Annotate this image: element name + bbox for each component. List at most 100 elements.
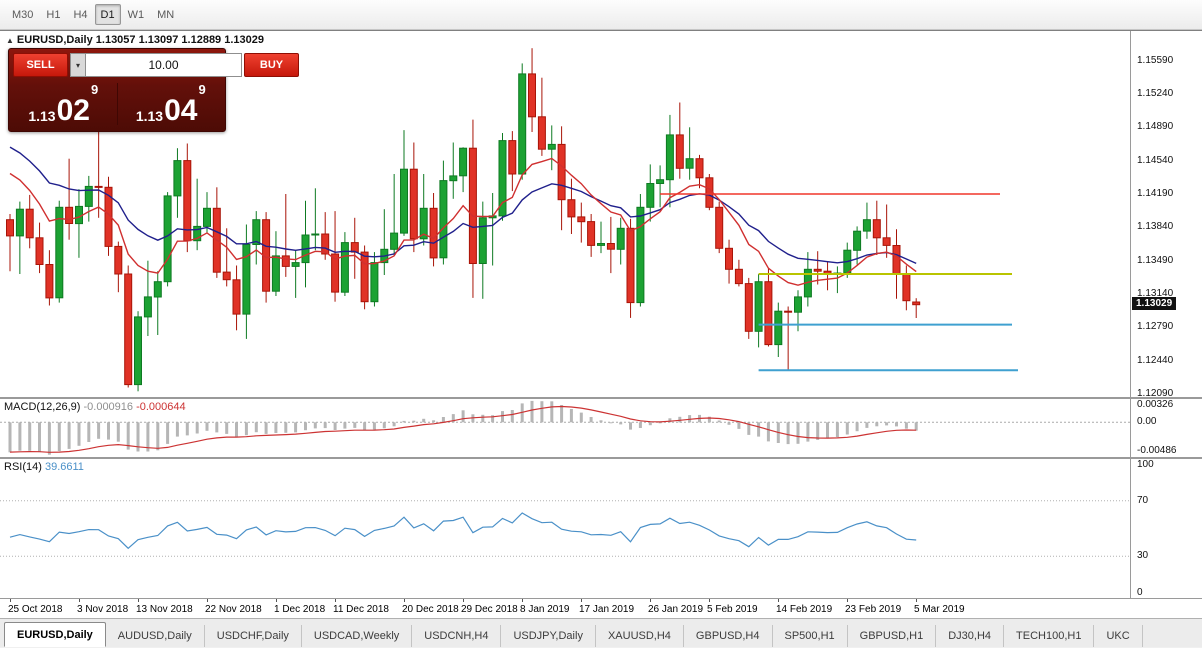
timeframe-toolbar: M30 H1 H4 D1 W1 MN <box>0 0 1202 30</box>
chart-window: ▲ EURUSD,Daily 1.13057 1.13097 1.12889 1.… <box>0 30 1202 618</box>
rsi-scale[interactable]: 100 70 30 0 <box>1130 457 1202 598</box>
tab-usdcad-weekly[interactable]: USDCAD,Weekly <box>302 625 413 647</box>
tab-xauusd-h4[interactable]: XAUUSD,H4 <box>596 625 684 647</box>
rsi-tick-label: 0 <box>1137 587 1143 598</box>
rsi-chart-canvas[interactable] <box>0 459 1130 598</box>
volume-input[interactable] <box>85 53 242 77</box>
price-tick-label: 1.12090 <box>1137 388 1174 397</box>
time-tick <box>847 599 848 602</box>
price-tick-label: 1.14890 <box>1137 121 1174 132</box>
buy-price-prefix: 1.13 <box>135 108 164 124</box>
macd-label: MACD(12,26,9) -0.000916 -0.000644 <box>4 401 186 413</box>
buy-button[interactable]: BUY <box>244 53 299 77</box>
price-tick-label: 1.13490 <box>1137 255 1174 266</box>
rsi-tick-label: 70 <box>1137 495 1149 506</box>
price-scale[interactable]: 1.15590 1.15240 1.14890 1.14540 1.14190 1.138… <box>1130 31 1202 397</box>
price-tick-label: 1.13140 <box>1137 288 1174 299</box>
timeframe-h1-button[interactable]: H1 <box>40 4 66 25</box>
timeframe-d1-button[interactable]: D1 <box>94 4 121 25</box>
time-tick <box>650 599 651 602</box>
tab-ukc[interactable]: UKC <box>1094 625 1143 647</box>
buy-price-pips: 04 <box>164 93 198 127</box>
time-tick-label: 14 Feb 2019 <box>776 604 833 615</box>
sell-price-pips: 02 <box>56 93 90 127</box>
tab-tech100-h1[interactable]: TECH100,H1 <box>1004 625 1095 647</box>
time-tick <box>709 599 710 602</box>
macd-panel[interactable]: MACD(12,26,9) -0.000916 -0.000644 <box>0 397 1130 457</box>
price-tick-label: 1.14190 <box>1137 188 1174 199</box>
time-tick-label: 29 Dec 2018 <box>461 604 518 615</box>
time-tick-label: 8 Jan 2019 <box>520 604 570 615</box>
rsi-label: RSI(14) 39.6611 <box>4 461 84 473</box>
timeframe-h4-button[interactable]: H4 <box>67 4 93 25</box>
candlestick-chart-canvas[interactable] <box>0 31 1130 397</box>
macd-signal-value: -0.000644 <box>136 401 186 413</box>
buy-price-point: 9 <box>198 82 206 97</box>
tab-sp500-h1[interactable]: SP500,H1 <box>773 625 848 647</box>
price-tick-label: 1.13840 <box>1137 221 1174 232</box>
collapse-trade-panel-icon[interactable]: ▲ <box>6 36 14 45</box>
tab-eurusd-daily[interactable]: EURUSD,Daily <box>4 622 106 647</box>
chevron-down-icon: ▾ <box>75 60 80 70</box>
timeframe-m30-button[interactable]: M30 <box>6 4 39 25</box>
rsi-value: 39.6611 <box>44 461 84 473</box>
time-tick-label: 22 Nov 2018 <box>205 604 262 615</box>
macd-scale[interactable]: 0.00326 0.00 -0.00486 <box>1130 397 1202 457</box>
time-tick-label: 5 Feb 2019 <box>707 604 758 615</box>
time-tick <box>207 599 208 602</box>
tab-gbpusd-h1[interactable]: GBPUSD,H1 <box>848 625 937 647</box>
time-tick-label: 17 Jan 2019 <box>579 604 635 615</box>
sell-price-display[interactable]: 1.13 02 9 <box>13 81 114 127</box>
time-tick-label: 25 Oct 2018 <box>8 604 63 615</box>
time-tick <box>463 599 464 602</box>
sell-button[interactable]: SELL <box>13 53 68 77</box>
volume-field-group: ▾ <box>70 53 242 77</box>
time-tick-label: 5 Mar 2019 <box>914 604 965 615</box>
time-tick <box>10 599 11 602</box>
price-tick-label: 1.15590 <box>1137 55 1174 66</box>
time-tick-label: 3 Nov 2018 <box>77 604 129 615</box>
rsi-tick-label: 100 <box>1137 459 1154 470</box>
tab-gbpusd-h4[interactable]: GBPUSD,H4 <box>684 625 773 647</box>
chart-title: ▲ EURUSD,Daily 1.13057 1.13097 1.12889 1.… <box>6 34 264 46</box>
tab-usdchf-daily[interactable]: USDCHF,Daily <box>205 625 302 647</box>
buy-price-display[interactable]: 1.13 04 9 <box>121 81 222 127</box>
time-tick-label: 1 Dec 2018 <box>274 604 326 615</box>
macd-tick-label: 0.00 <box>1137 416 1157 427</box>
chart-tab-bar: EURUSD,Daily AUDUSD,Daily USDCHF,Daily U… <box>0 618 1202 647</box>
time-tick <box>916 599 917 602</box>
rsi-panel[interactable]: RSI(14) 39.6611 <box>0 457 1130 598</box>
time-tick <box>138 599 139 602</box>
timeframe-mn-button[interactable]: MN <box>151 4 180 25</box>
macd-main-value: -0.000916 <box>83 401 134 413</box>
rsi-name: RSI(14) <box>4 461 42 473</box>
macd-chart-canvas[interactable] <box>0 399 1130 457</box>
price-tick-label: 1.12440 <box>1137 355 1174 366</box>
macd-tick-label: -0.00486 <box>1137 445 1177 456</box>
sell-price-prefix: 1.13 <box>28 108 56 124</box>
timeframe-w1-button[interactable]: W1 <box>122 4 151 25</box>
time-tick <box>276 599 277 602</box>
price-tick-label: 1.15240 <box>1137 88 1174 99</box>
macd-tick-label: 0.00326 <box>1137 399 1174 410</box>
price-divider <box>116 83 118 125</box>
time-tick-label: 13 Nov 2018 <box>136 604 193 615</box>
tab-usdjpy-daily[interactable]: USDJPY,Daily <box>501 625 596 647</box>
time-tick-label: 11 Dec 2018 <box>333 604 389 615</box>
time-tick <box>778 599 779 602</box>
current-price-tag: 1.13029 <box>1132 297 1177 310</box>
volume-dropdown[interactable]: ▾ <box>70 53 85 77</box>
tab-usdcnh-h4[interactable]: USDCNH,H4 <box>412 625 502 647</box>
time-tick <box>79 599 80 602</box>
chart-ohlc-title: EURUSD,Daily 1.13057 1.13097 1.12889 1.1… <box>16 34 264 46</box>
price-chart-panel[interactable]: ▲ EURUSD,Daily 1.13057 1.13097 1.12889 1.… <box>0 31 1130 397</box>
time-tick-label: 20 Dec 2018 <box>402 604 459 615</box>
time-tick-label: 23 Feb 2019 <box>845 604 902 615</box>
macd-name: MACD(12,26,9) <box>4 401 81 413</box>
time-tick <box>581 599 582 602</box>
tab-dj30-h4[interactable]: DJ30,H4 <box>936 625 1005 647</box>
time-axis[interactable]: 25 Oct 2018 3 Nov 2018 13 Nov 2018 22 Nov 2… <box>0 598 1202 618</box>
tab-audusd-daily[interactable]: AUDUSD,Daily <box>106 625 205 647</box>
time-tick <box>335 599 336 602</box>
sell-price-point: 9 <box>90 82 99 97</box>
